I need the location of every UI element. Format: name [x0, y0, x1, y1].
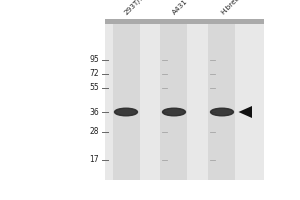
Text: 17: 17	[89, 156, 99, 164]
Bar	[112, 24, 140, 180]
Text: A431: A431	[171, 0, 189, 16]
Text: 55: 55	[89, 83, 99, 92]
Text: 28: 28	[89, 128, 99, 136]
Ellipse shape	[211, 108, 233, 116]
Ellipse shape	[115, 108, 137, 116]
Ellipse shape	[163, 108, 185, 116]
Bar	[105, 24, 264, 180]
Text: 36: 36	[89, 108, 99, 116]
Text: 95: 95	[89, 55, 99, 64]
Bar	[105, 19, 264, 24]
Text: H.breast: H.breast	[219, 0, 245, 16]
Polygon shape	[238, 106, 252, 118]
Bar	[208, 24, 236, 180]
Text: 293T/17: 293T/17	[123, 0, 149, 16]
Text: 72: 72	[89, 70, 99, 78]
Bar	[160, 24, 188, 180]
